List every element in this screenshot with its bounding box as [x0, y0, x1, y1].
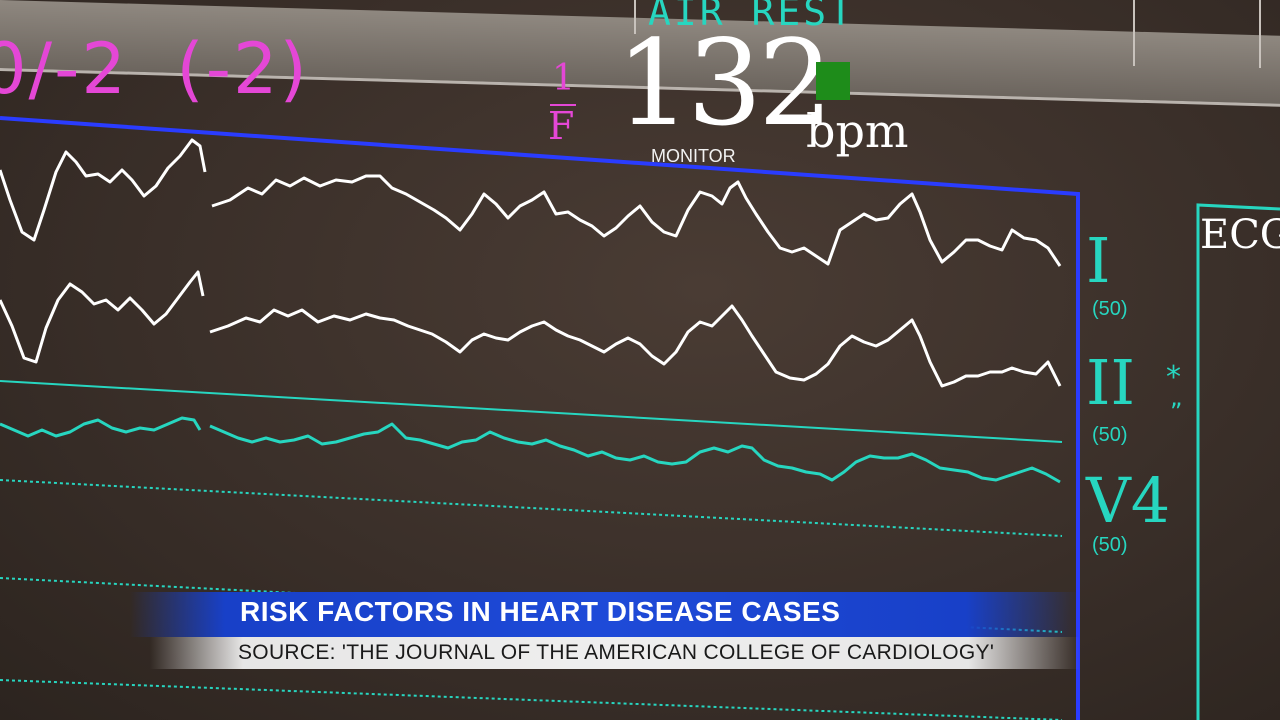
ecg-panel-label: ECG [1200, 212, 1280, 258]
lead-name-v4: V4 [1086, 464, 1171, 537]
waveform-lead-ii [0, 270, 1062, 388]
lead-gain-v4: (50) [1092, 534, 1128, 556]
dotted-gridline [0, 679, 1063, 720]
baseline [0, 380, 1063, 443]
chyron-title-bar [130, 592, 1080, 637]
chyron-source-bar [150, 637, 1080, 669]
lead-name-i: I [1086, 224, 1111, 297]
heart-rate-unit: bpm [806, 104, 909, 158]
blood-pressure-readout: 0/-2 (-2) [0, 28, 309, 110]
heart-rate-status-indicator [816, 62, 850, 100]
star-icon: * [1166, 360, 1181, 395]
waveform-lead-v4 [0, 416, 1061, 484]
heart-rate-label-bottom: F [548, 104, 575, 148]
mode-label: AIR REST [648, 0, 856, 34]
heart-rate-source: MONITOR [651, 146, 736, 166]
quote-mark: ” [1170, 398, 1183, 426]
ecg-panel-frame [1196, 203, 1280, 720]
header-divider [634, 0, 636, 34]
chyron-source: SOURCE: 'THE JOURNAL OF THE AMERICAN COL… [238, 641, 995, 664]
waveform-lead-i [0, 138, 1062, 267]
chyron-title: RISK FACTORS IN HEART DISEASE CASES [240, 596, 841, 627]
header-divider [1133, 0, 1135, 66]
waveform-window-frame [0, 116, 1080, 720]
header-divider [1259, 0, 1261, 68]
lead-name-ii: II [1086, 346, 1135, 419]
lead-gain-ii: (50) [1092, 424, 1128, 446]
heart-rate-value: 132 [616, 14, 833, 152]
news-chyron: RISK FACTORS IN HEART DISEASE CASES SOUR… [0, 592, 1280, 672]
dotted-gridline [0, 479, 1063, 537]
lead-gain-i: (50) [1092, 298, 1128, 320]
heart-rate-label-divider [550, 104, 576, 106]
heart-rate-label-top: 1 [552, 58, 575, 99]
